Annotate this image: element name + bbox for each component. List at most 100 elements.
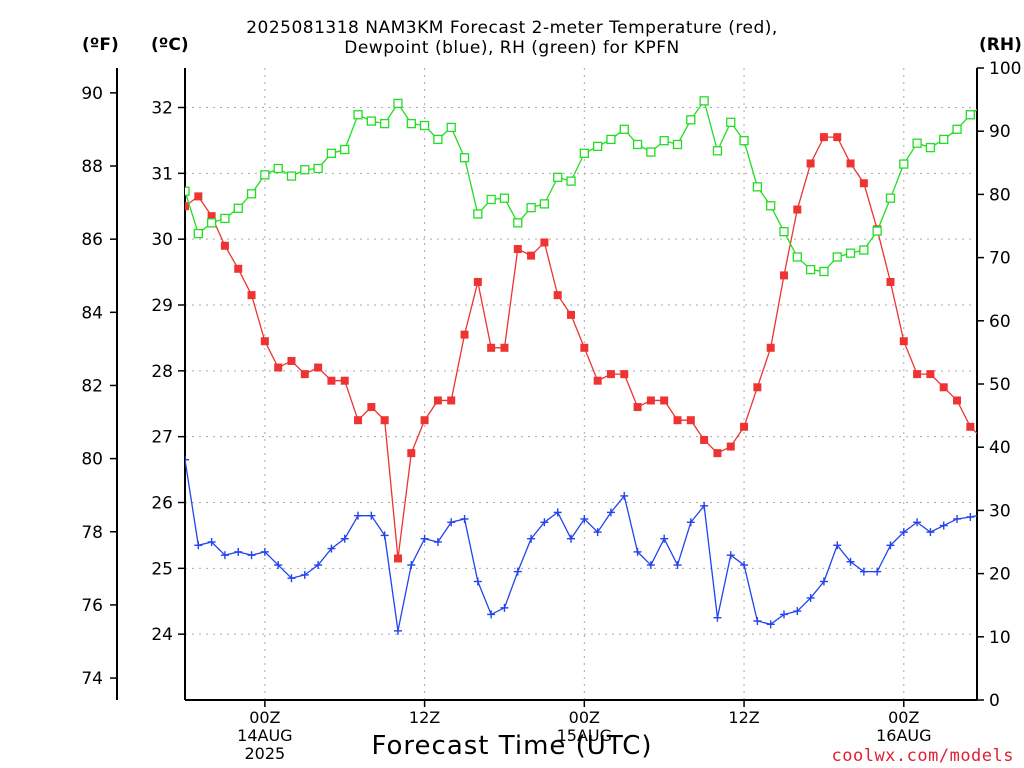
dewpoint-point bbox=[367, 511, 376, 520]
temperature-point bbox=[234, 264, 243, 273]
rh-point bbox=[646, 147, 656, 157]
rh-point bbox=[872, 226, 882, 236]
dewpoint-point bbox=[380, 531, 389, 540]
axes bbox=[110, 67, 984, 707]
temperature-point bbox=[527, 251, 536, 260]
temperature-point bbox=[620, 370, 629, 379]
rh-point bbox=[260, 170, 270, 180]
dewpoint-point bbox=[819, 577, 828, 586]
rh-point bbox=[433, 134, 443, 145]
dewpoint-point bbox=[487, 610, 496, 619]
dewpoint-point bbox=[500, 603, 509, 612]
temperature-point bbox=[194, 192, 203, 201]
temperature-point bbox=[300, 370, 309, 379]
series-layer bbox=[185, 96, 988, 635]
dewpoint-point bbox=[527, 534, 536, 543]
dewpoint-point bbox=[314, 561, 323, 570]
dewpoint-point bbox=[420, 534, 429, 543]
temperature-point bbox=[686, 416, 695, 425]
temperature-point bbox=[380, 416, 389, 425]
rh-point bbox=[300, 165, 310, 175]
dewpoint-point bbox=[766, 620, 775, 629]
celsius-tick-label: 32 bbox=[151, 99, 173, 119]
fahrenheit-tick-label: 84 bbox=[81, 303, 103, 323]
rh-tick-label: 100 bbox=[989, 59, 1021, 79]
rh-point bbox=[459, 153, 470, 163]
dewpoint-point bbox=[567, 534, 576, 543]
rh-point bbox=[726, 117, 736, 128]
dewpoint-point bbox=[300, 570, 309, 579]
temperature-point bbox=[220, 241, 229, 250]
rh-point bbox=[632, 139, 643, 150]
x-axis-title: Forecast Time (UTC) bbox=[371, 731, 653, 761]
rh-point bbox=[619, 124, 629, 134]
dewpoint-point bbox=[926, 528, 935, 537]
rh-point bbox=[939, 134, 949, 145]
dewpoint-point bbox=[234, 547, 243, 556]
rh-point bbox=[206, 218, 217, 228]
dewpoint-point bbox=[953, 514, 962, 523]
temperature-point bbox=[593, 376, 602, 385]
rh-point bbox=[899, 159, 909, 169]
dewpoint-point bbox=[194, 541, 203, 550]
temperature-point bbox=[753, 383, 762, 392]
temperature-point bbox=[207, 212, 216, 221]
dewpoint-point bbox=[859, 567, 868, 576]
credit-text[interactable]: coolwx.com/models bbox=[831, 746, 1014, 766]
dewpoint-point bbox=[913, 518, 922, 527]
rh-point bbox=[406, 118, 416, 129]
dewpoint-point bbox=[207, 538, 216, 546]
rh-point bbox=[965, 110, 975, 120]
rh-point bbox=[805, 264, 816, 275]
dewpoint-point bbox=[939, 521, 948, 530]
fahrenheit-tick-label: 88 bbox=[81, 157, 103, 177]
dewpoint-point bbox=[433, 538, 442, 546]
temperature-point bbox=[806, 159, 815, 168]
dewpoint-point bbox=[580, 514, 589, 523]
rh-point bbox=[326, 148, 337, 158]
temperature-point bbox=[354, 416, 363, 425]
temperature-point bbox=[793, 205, 802, 214]
dewpoint-point bbox=[354, 511, 363, 520]
rh-point bbox=[672, 139, 683, 150]
rh-point bbox=[859, 245, 869, 255]
x-tick-label: 12Z bbox=[728, 708, 759, 727]
dewpoint-point bbox=[779, 610, 788, 619]
dewpoint-point bbox=[473, 577, 482, 586]
dewpoint-point bbox=[713, 613, 722, 622]
temperature-point bbox=[953, 396, 962, 405]
temperature-point bbox=[966, 422, 975, 431]
rh-point bbox=[792, 252, 802, 262]
rh-point bbox=[273, 163, 283, 174]
temperature-point bbox=[540, 238, 549, 247]
rh-point bbox=[659, 136, 669, 146]
temperature-point bbox=[779, 271, 788, 280]
fahrenheit-tick-label: 74 bbox=[81, 669, 103, 689]
rh-point bbox=[566, 176, 576, 186]
temperature-point bbox=[340, 376, 349, 385]
temperature-point bbox=[433, 396, 442, 405]
dewpoint-point bbox=[620, 491, 629, 500]
fahrenheit-tick-label: 76 bbox=[81, 596, 103, 616]
rh-point bbox=[193, 228, 203, 239]
temperature-point bbox=[393, 554, 402, 563]
rh-tick-label: 90 bbox=[989, 122, 1011, 142]
dewpoint-point bbox=[966, 512, 975, 521]
rh-tick-label: 70 bbox=[989, 249, 1011, 269]
rh-tick-label: 50 bbox=[989, 375, 1011, 395]
rh-point bbox=[980, 101, 988, 109]
rh-point bbox=[419, 120, 430, 131]
celsius-tick-label: 31 bbox=[151, 164, 173, 184]
temperature-point bbox=[513, 245, 522, 254]
x-tick-label: 16AUG bbox=[876, 726, 931, 745]
rh-point bbox=[925, 142, 936, 153]
temperature-point bbox=[274, 363, 283, 372]
rh-tick-label: 80 bbox=[989, 185, 1011, 205]
rh-point bbox=[246, 189, 257, 199]
dewpoint-point bbox=[274, 561, 283, 570]
temperature-point bbox=[287, 356, 296, 365]
rh-point bbox=[952, 124, 962, 134]
rh-point bbox=[766, 201, 776, 211]
temperature-point bbox=[939, 383, 948, 392]
temperature-point bbox=[859, 179, 868, 188]
